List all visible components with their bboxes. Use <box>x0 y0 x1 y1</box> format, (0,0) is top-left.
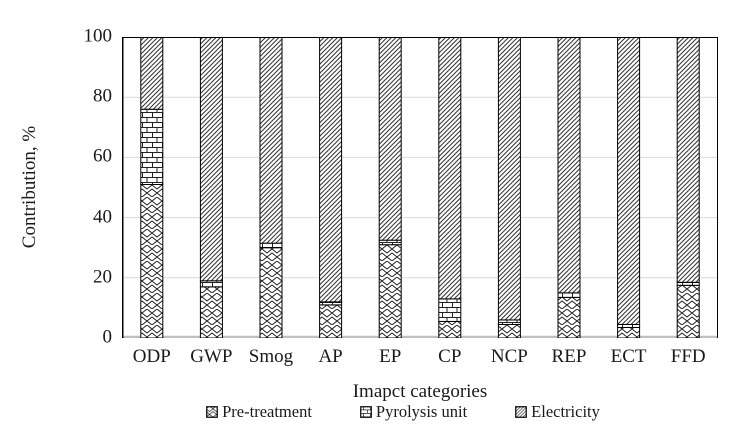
bar-segment-ep-electricity <box>378 37 402 241</box>
x-category-label-smog: Smog <box>248 346 294 367</box>
stacked-bar-chart <box>122 37 718 338</box>
x-axis-title: Imapct categories <box>352 381 488 402</box>
diagonal-brick-swatch-icon <box>206 406 218 418</box>
bar-segment-smog-electricity <box>259 37 283 244</box>
legend-swatch-rect <box>360 406 372 418</box>
x-category-label-ffd: FFD <box>670 346 706 367</box>
bar-segment-odp-pre-treatment <box>140 183 164 338</box>
x-category-label-rep: REP <box>551 346 587 367</box>
bar-segment-ffd-pre-treatment <box>676 284 700 338</box>
bar-segment-ffd-electricity <box>676 37 700 283</box>
x-category-label-ect: ECT <box>610 346 647 367</box>
legend-item-pre-treatment: Pre-treatment <box>206 402 312 422</box>
bar-segment-rep-electricity <box>557 37 581 294</box>
bar-segment-ect-electricity <box>617 37 641 325</box>
bar-segment-gwp-electricity <box>199 37 223 282</box>
bar-segment-rep-pyrolysis-unit <box>557 292 581 298</box>
bar-segment-ncp-pyrolysis-unit <box>497 319 521 325</box>
bar-segment-cp-pre-treatment <box>438 320 462 338</box>
x-category-label-cp: CP <box>438 346 462 367</box>
x-category-label-ncp: NCP <box>490 346 528 367</box>
bar-segment-ncp-pre-treatment <box>497 323 521 338</box>
bar-segment-odp-pyrolysis-unit <box>140 108 164 185</box>
bar-segment-smog-pyrolysis-unit <box>259 242 283 249</box>
x-category-label-ep: EP <box>379 346 402 367</box>
y-axis-title: Contribution, % <box>19 125 40 249</box>
bar-segment-ep-pre-treatment <box>378 244 402 338</box>
legend-item-electricity: Electricity <box>515 402 600 422</box>
legend-swatch-rect <box>206 406 218 418</box>
bar-segment-cp-pyrolysis-unit <box>438 298 462 322</box>
bar-segment-rep-pre-treatment <box>557 296 581 338</box>
legend-label: Pre-treatment <box>222 402 312 421</box>
bar-segment-ect-pre-treatment <box>617 326 641 338</box>
bar-segment-gwp-pre-treatment <box>199 286 223 338</box>
legend-swatch-rect <box>515 406 528 418</box>
diagonal-hatch-swatch-icon <box>515 406 528 418</box>
legend-item-pyrolysis-unit: Pyrolysis unit <box>360 402 467 422</box>
y-tick-label-80: 80 <box>93 85 112 107</box>
x-category-label-gwp: GWP <box>190 346 233 367</box>
x-category-label-ap: AP <box>318 346 343 367</box>
y-tick-label-40: 40 <box>93 206 112 228</box>
bar-segment-odp-electricity <box>140 37 164 110</box>
y-tick-label-20: 20 <box>93 266 112 288</box>
bar-segment-ap-electricity <box>319 37 343 303</box>
y-tick-label-0: 0 <box>102 326 113 348</box>
x-category-label-odp: ODP <box>132 346 171 367</box>
bar-segment-gwp-pyrolysis-unit <box>199 280 223 288</box>
plot-area <box>122 37 718 338</box>
bar-segment-cp-electricity <box>438 37 462 300</box>
y-tick-label-100: 100 <box>83 25 113 47</box>
legend-label: Electricity <box>531 402 600 421</box>
y-tick-label-60: 60 <box>93 145 112 167</box>
bar-segment-ep-pyrolysis-unit <box>378 239 402 246</box>
legend: Pre-treatment Pyrolysis unit Electricity <box>105 402 701 422</box>
legend-label: Pyrolysis unit <box>375 402 468 421</box>
bar-segment-ncp-electricity <box>497 37 521 321</box>
brick-swatch-icon <box>360 406 372 418</box>
bar-segment-ap-pre-treatment <box>319 304 343 338</box>
bar-segment-smog-pre-treatment <box>259 247 283 338</box>
